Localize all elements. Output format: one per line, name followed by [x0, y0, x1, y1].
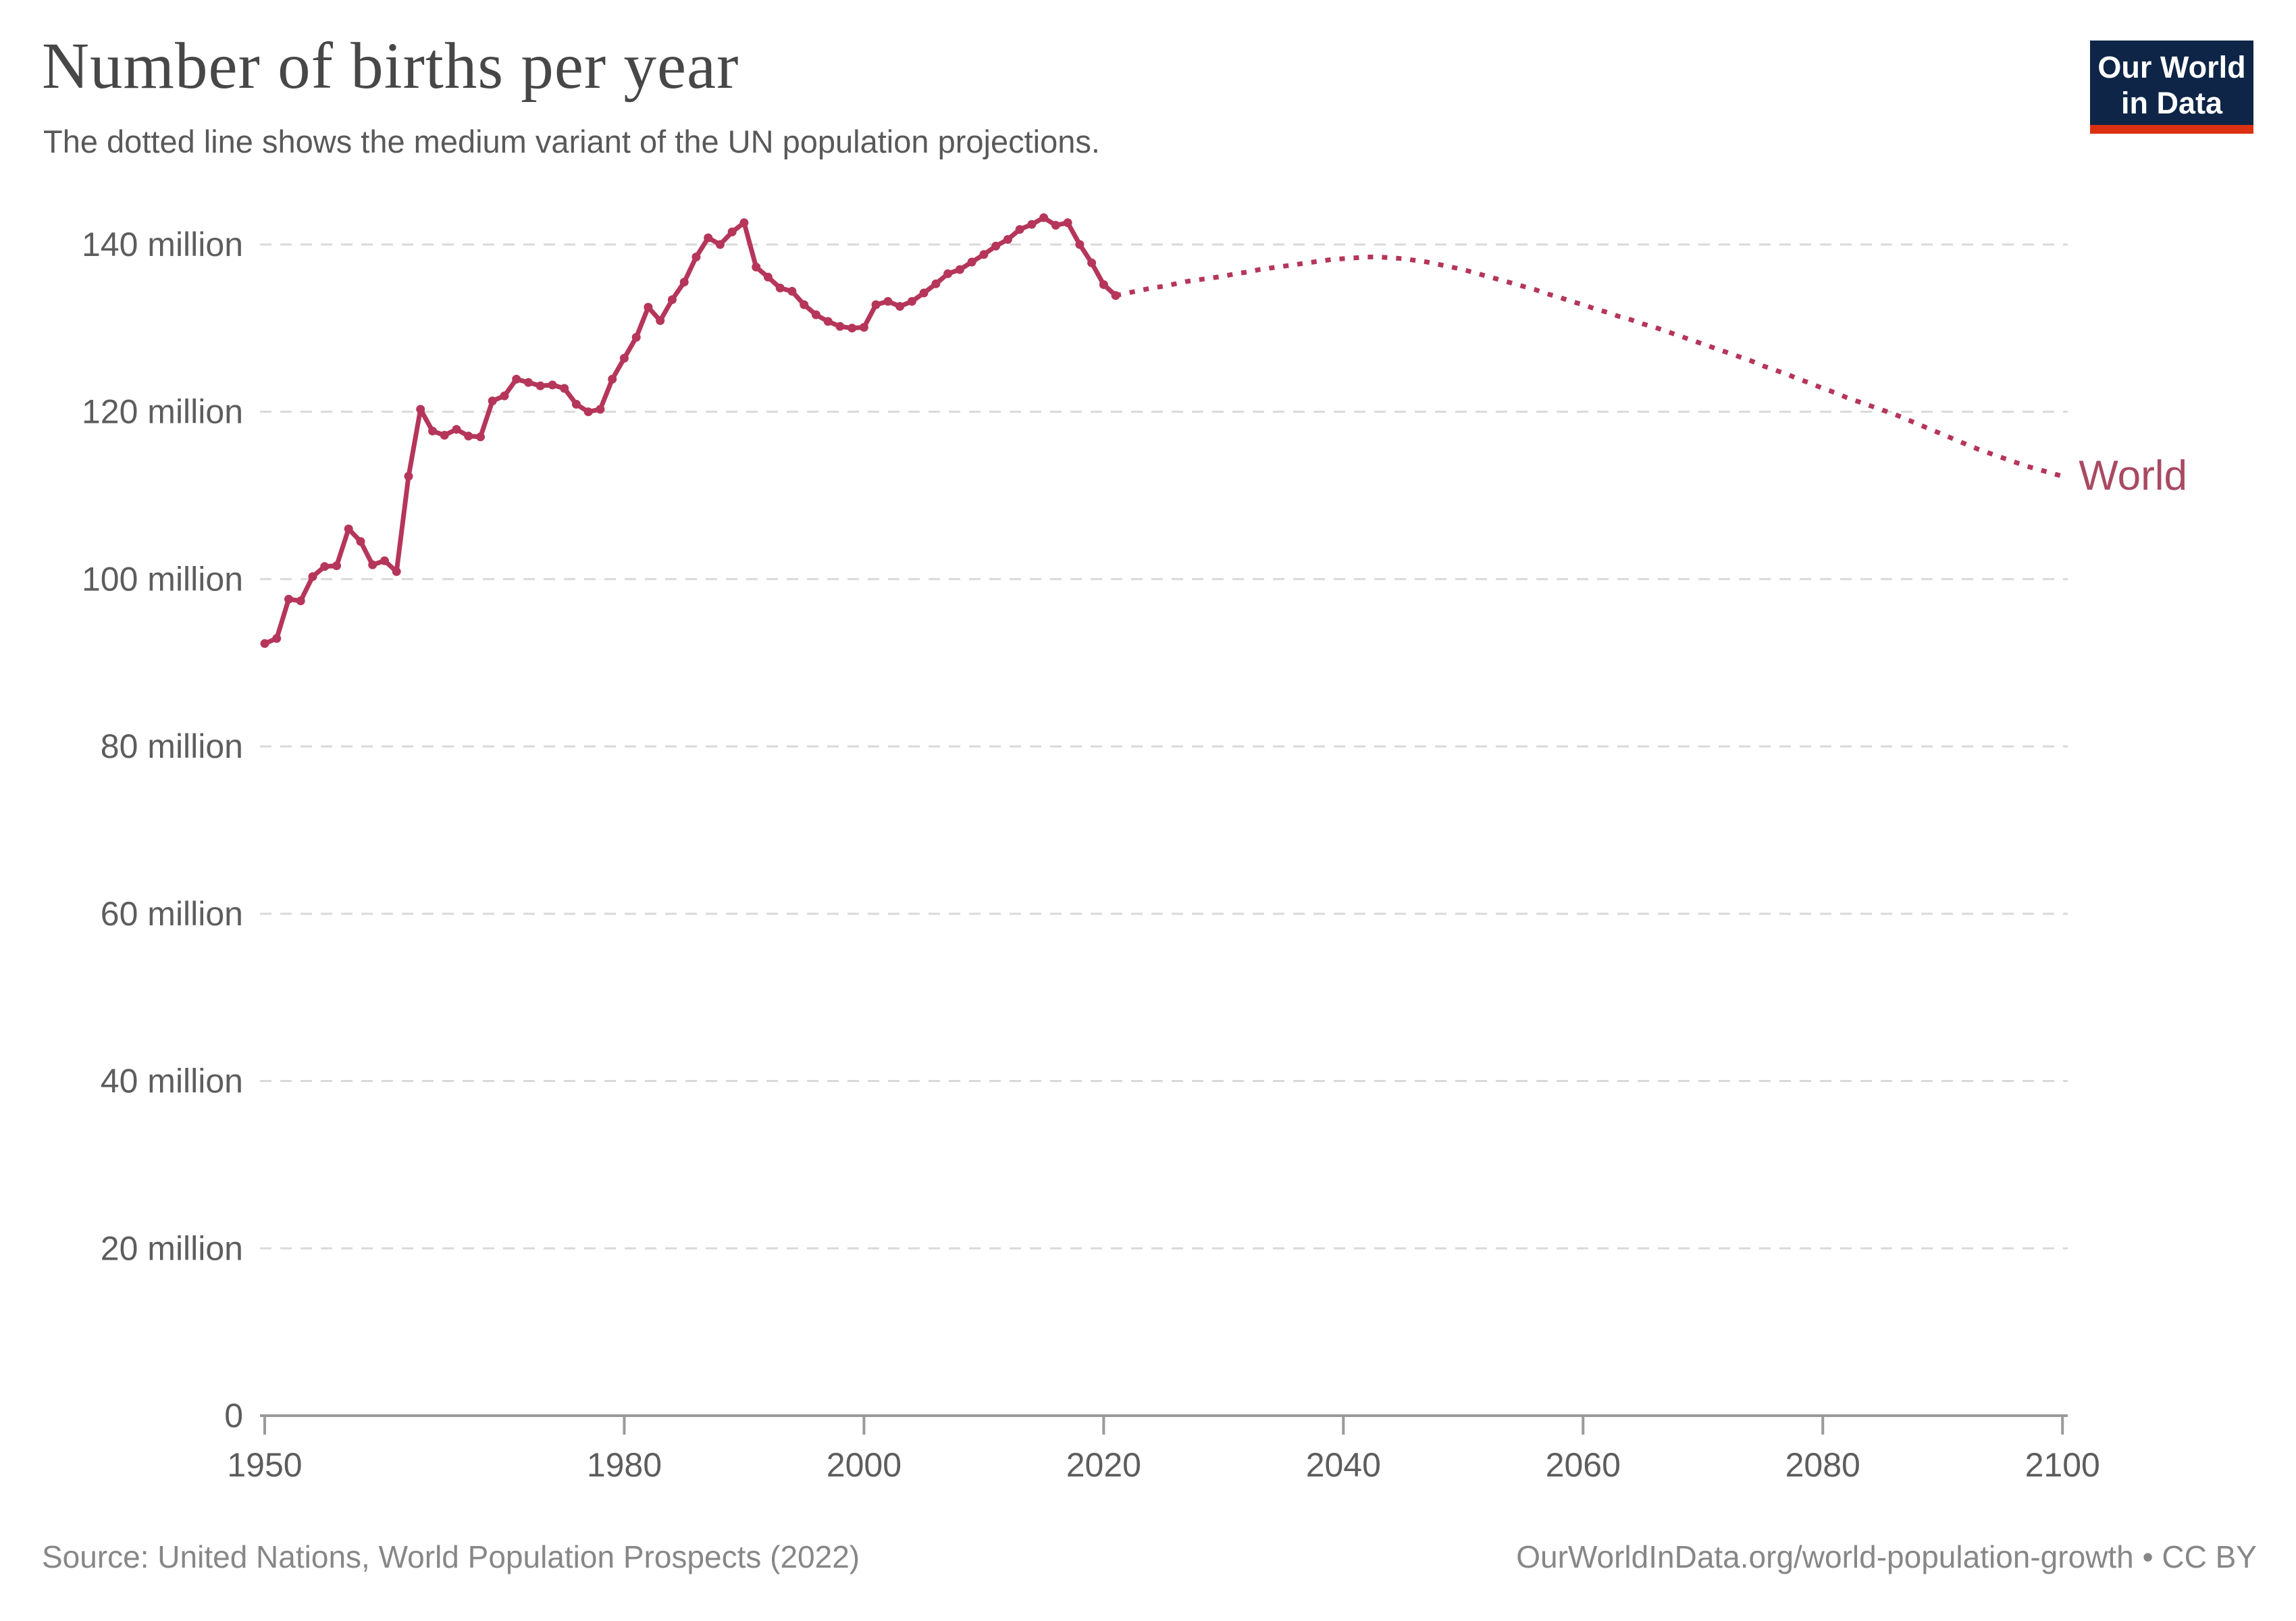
data-point[interactable] — [692, 253, 701, 261]
data-point[interactable] — [1075, 240, 1085, 249]
source-note: Source: United Nations, World Population… — [42, 1539, 860, 1574]
data-point[interactable] — [368, 560, 377, 569]
y-tick-label: 80 million — [101, 727, 243, 765]
y-tick-label: 60 million — [101, 895, 243, 933]
y-tick-label: 100 million — [82, 560, 243, 598]
data-point[interactable] — [571, 400, 581, 409]
data-point[interactable] — [392, 567, 401, 576]
data-point[interactable] — [847, 324, 857, 333]
data-point[interactable] — [596, 405, 605, 414]
data-point[interactable] — [416, 405, 425, 414]
data-point[interactable] — [967, 257, 976, 267]
data-point[interactable] — [907, 297, 916, 306]
data-point[interactable] — [823, 317, 833, 326]
data-point[interactable] — [1087, 258, 1097, 267]
data-point[interactable] — [895, 302, 905, 311]
x-tick-label: 2020 — [1066, 1446, 1141, 1484]
data-point[interactable] — [1099, 280, 1108, 289]
data-point[interactable] — [1015, 225, 1024, 234]
data-point[interactable] — [943, 269, 953, 278]
data-point[interactable] — [260, 639, 269, 648]
data-point[interactable] — [955, 265, 964, 274]
data-point[interactable] — [679, 278, 689, 287]
data-point[interactable] — [859, 323, 868, 332]
data-point[interactable] — [452, 425, 461, 434]
y-tick-label: 40 million — [101, 1062, 243, 1100]
x-tick-label: 2100 — [2025, 1446, 2100, 1484]
data-point[interactable] — [739, 218, 749, 228]
page-title: Number of births per year — [42, 30, 739, 102]
data-point[interactable] — [428, 426, 437, 436]
data-point[interactable] — [476, 432, 485, 442]
data-point[interactable] — [979, 250, 989, 259]
data-point[interactable] — [464, 432, 473, 441]
data-point[interactable] — [1051, 221, 1060, 230]
data-point[interactable] — [704, 233, 713, 242]
data-point[interactable] — [1063, 218, 1072, 228]
series-end-label-world: World — [2079, 453, 2187, 499]
data-point[interactable] — [752, 262, 761, 272]
data-point[interactable] — [320, 562, 330, 571]
data-point[interactable] — [667, 295, 677, 305]
data-point[interactable] — [272, 634, 282, 643]
data-point[interactable] — [284, 594, 293, 604]
data-point[interactable] — [763, 272, 773, 282]
data-point[interactable] — [883, 297, 893, 306]
x-tick-label: 1950 — [227, 1446, 302, 1484]
data-point[interactable] — [644, 303, 653, 312]
attribution-note: OurWorldInData.org/world-population-grow… — [1516, 1539, 2257, 1574]
data-point[interactable] — [356, 537, 365, 546]
owid-logo[interactable]: Our World in Data — [2090, 41, 2253, 134]
data-point[interactable] — [380, 556, 389, 565]
owid-logo-line2: in Data — [2120, 85, 2223, 120]
x-tick-label: 1980 — [587, 1446, 662, 1484]
data-point[interactable] — [440, 430, 449, 440]
y-tick-label: 0 — [224, 1397, 243, 1435]
data-point[interactable] — [787, 286, 797, 296]
data-point[interactable] — [608, 374, 617, 384]
data-point[interactable] — [775, 283, 785, 292]
chart-subtitle: The dotted line shows the medium variant… — [43, 124, 1100, 159]
data-point[interactable] — [800, 300, 809, 309]
y-tick-label: 140 million — [82, 226, 243, 263]
data-point[interactable] — [991, 241, 1001, 251]
data-point[interactable] — [715, 240, 725, 249]
data-point[interactable] — [919, 288, 929, 298]
x-tick-label: 2040 — [1306, 1446, 1381, 1484]
x-tick-label: 2000 — [827, 1446, 902, 1484]
data-point[interactable] — [404, 471, 413, 481]
data-point[interactable] — [536, 381, 545, 390]
data-point[interactable] — [835, 321, 845, 331]
data-point[interactable] — [1027, 220, 1037, 229]
data-point[interactable] — [619, 353, 629, 363]
data-point[interactable] — [344, 524, 353, 534]
data-point[interactable] — [488, 396, 497, 406]
data-point[interactable] — [332, 561, 341, 571]
data-point[interactable] — [931, 279, 941, 288]
x-tick-label: 2080 — [1785, 1446, 1860, 1484]
y-tick-label: 20 million — [101, 1229, 243, 1267]
data-point[interactable] — [548, 380, 557, 390]
x-tick-label: 2060 — [1546, 1446, 1621, 1484]
data-point[interactable] — [524, 378, 533, 387]
data-point[interactable] — [296, 596, 305, 606]
world-projection-line[interactable] — [1115, 255, 2064, 479]
data-point[interactable] — [656, 316, 665, 326]
data-point[interactable] — [500, 391, 509, 401]
data-point[interactable] — [727, 227, 737, 236]
owid-logo-underline — [2090, 125, 2253, 134]
data-point[interactable] — [1039, 213, 1049, 222]
y-tick-label: 120 million — [82, 393, 243, 431]
data-point[interactable] — [308, 572, 317, 582]
data-point[interactable] — [583, 407, 593, 417]
data-point[interactable] — [871, 300, 881, 309]
data-point[interactable] — [1003, 235, 1012, 244]
data-point[interactable] — [512, 374, 521, 384]
owid-logo-line1: Our World — [2097, 50, 2246, 84]
data-point[interactable] — [560, 384, 569, 393]
data-point[interactable] — [631, 332, 641, 342]
data-point[interactable] — [811, 310, 820, 319]
